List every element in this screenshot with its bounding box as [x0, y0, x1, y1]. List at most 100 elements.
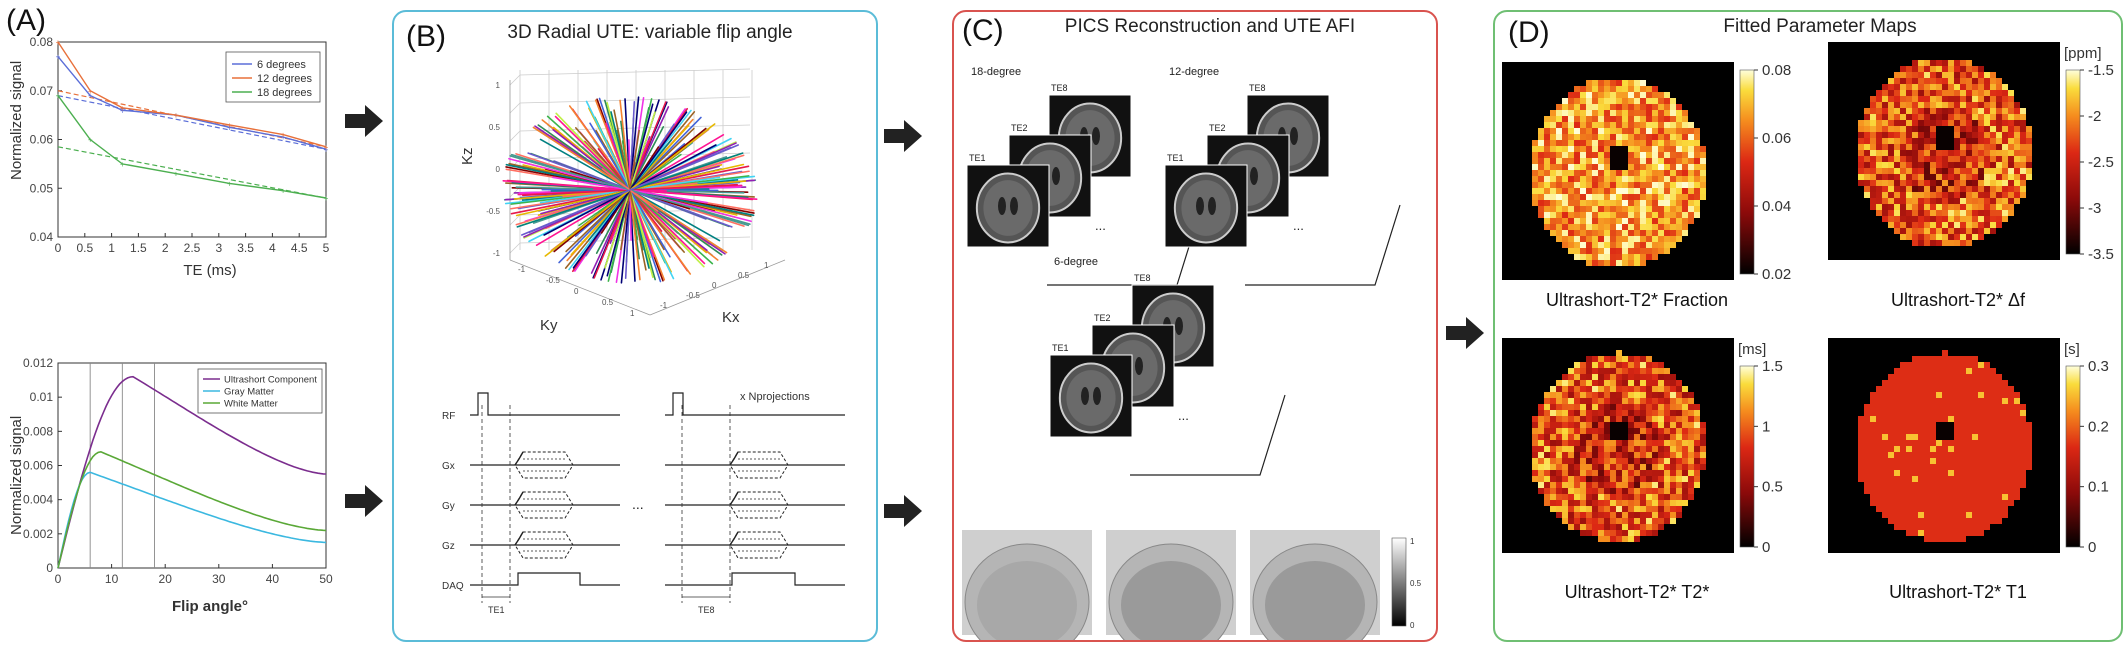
seq-row-label: Gz — [442, 541, 455, 552]
map-pixel — [1628, 518, 1634, 524]
map-pixel — [1948, 518, 1954, 524]
map-pixel — [1966, 102, 1972, 108]
map-pixel — [1912, 228, 1918, 234]
map-pixel — [1616, 524, 1622, 530]
map-pixel — [1924, 114, 1930, 120]
map-pixel — [1894, 434, 1900, 440]
map-pixel — [1592, 374, 1598, 380]
map-pixel — [1978, 404, 1984, 410]
map-pixel — [2020, 452, 2026, 458]
map-pixel — [1936, 234, 1942, 240]
map-pixel — [1996, 96, 2002, 102]
map-pixel — [1882, 512, 1888, 518]
map-pixel — [1622, 488, 1628, 494]
map-pixel — [1888, 222, 1894, 228]
map-pixel — [1682, 488, 1688, 494]
map-pixel — [1646, 476, 1652, 482]
map-pixel — [1942, 380, 1948, 386]
map-pixel — [1942, 168, 1948, 174]
ventricle — [1010, 197, 1018, 215]
map-pixel — [1628, 452, 1634, 458]
map-pixel — [1610, 176, 1616, 182]
map-pixel — [1924, 368, 1930, 374]
map-pixel — [1906, 530, 1912, 536]
map-pixel — [1592, 248, 1598, 254]
map-pixel — [1556, 170, 1562, 176]
map-pixel — [1930, 234, 1936, 240]
map-pixel — [2020, 476, 2026, 482]
map-pixel — [1628, 464, 1634, 470]
map-pixel — [1688, 176, 1694, 182]
map-pixel — [1972, 416, 1978, 422]
map-pixel — [2002, 84, 2008, 90]
data-point: + — [281, 187, 286, 196]
map-pixel — [1550, 410, 1556, 416]
map-pixel — [1984, 518, 1990, 524]
map-pixel — [1682, 134, 1688, 140]
map-pixel — [1628, 164, 1634, 170]
map-pixel — [2002, 102, 2008, 108]
map-pixel — [1948, 482, 1954, 488]
map-pixel — [1894, 482, 1900, 488]
map-pixel — [1640, 182, 1646, 188]
map-pixel — [2002, 150, 2008, 156]
map-pixel — [1694, 482, 1700, 488]
map-pixel — [1942, 102, 1948, 108]
map-pixel — [1942, 72, 1948, 78]
map-pixel — [1580, 92, 1586, 98]
map-pixel — [1894, 204, 1900, 210]
x-tick-label: 10 — [105, 572, 119, 586]
map-pixel — [1664, 380, 1670, 386]
map-pixel — [1664, 176, 1670, 182]
map-pixel — [1640, 152, 1646, 158]
map-pixel — [1960, 518, 1966, 524]
map-pixel — [1574, 86, 1580, 92]
map-pixel — [1664, 236, 1670, 242]
map-pixel — [1694, 476, 1700, 482]
map-pixel — [1996, 452, 2002, 458]
map-pixel — [1544, 146, 1550, 152]
map-pixel — [1906, 192, 1912, 198]
map-pixel — [1646, 362, 1652, 368]
map-pixel — [1912, 470, 1918, 476]
ventricle — [1208, 197, 1216, 215]
map-pixel — [1876, 192, 1882, 198]
map-pixel — [1676, 512, 1682, 518]
map-pixel — [1870, 126, 1876, 132]
map-pixel — [1544, 182, 1550, 188]
map-pixel — [1870, 464, 1876, 470]
map-pixel — [1598, 470, 1604, 476]
map-pixel — [1966, 84, 1972, 90]
map-pixel — [1622, 182, 1628, 188]
panel-c-title: PICS Reconstruction and UTE AFI — [1064, 16, 1356, 37]
map-pixel — [1942, 138, 1948, 144]
map-pixel — [2008, 156, 2014, 162]
map-pixel — [1658, 434, 1664, 440]
colorbar-unit: [ms] — [1738, 341, 1766, 358]
map-pixel — [1864, 180, 1870, 186]
map-pixel — [1610, 428, 1616, 434]
map-pixel — [1984, 476, 1990, 482]
map-pixel — [1966, 416, 1972, 422]
map-pixel — [1900, 398, 1906, 404]
y-tick-label: 0.04 — [30, 230, 54, 244]
map-pixel — [1996, 174, 2002, 180]
map-pixel — [1870, 162, 1876, 168]
map-pixel — [1894, 192, 1900, 198]
map-pixel — [1628, 122, 1634, 128]
map-pixel — [2008, 386, 2014, 392]
gradient-lobe-inner — [738, 498, 780, 512]
map-pixel — [1568, 404, 1574, 410]
map-pixel — [1682, 494, 1688, 500]
map-pixel — [1634, 194, 1640, 200]
map-pixel — [1616, 422, 1622, 428]
map-pixel — [1870, 428, 1876, 434]
map-pixel — [1634, 206, 1640, 212]
map-pixel — [1640, 476, 1646, 482]
map-pixel — [1936, 240, 1942, 246]
map-pixel — [1658, 488, 1664, 494]
map-pixel — [1598, 200, 1604, 206]
map-pixel — [1936, 174, 1942, 180]
map-pixel — [1580, 152, 1586, 158]
echo-label: TE2 — [1209, 123, 1226, 133]
